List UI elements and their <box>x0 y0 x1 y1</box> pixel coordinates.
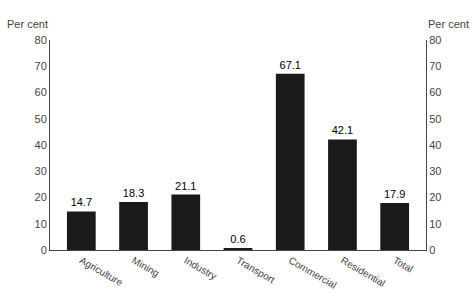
svg-text:Per cent: Per cent <box>7 18 48 30</box>
svg-text:Residential: Residential <box>339 255 387 289</box>
svg-text:20: 20 <box>429 191 441 203</box>
svg-text:Mining: Mining <box>130 255 161 279</box>
svg-text:18.3: 18.3 <box>123 187 144 199</box>
svg-text:42.1: 42.1 <box>332 124 353 136</box>
svg-text:50: 50 <box>35 113 47 125</box>
svg-text:20: 20 <box>35 191 47 203</box>
svg-text:14.7: 14.7 <box>71 196 92 208</box>
svg-text:17.9: 17.9 <box>384 188 405 200</box>
svg-text:60: 60 <box>35 86 47 98</box>
svg-text:40: 40 <box>35 139 47 151</box>
svg-text:Per cent: Per cent <box>428 18 469 30</box>
svg-text:Transport: Transport <box>235 255 277 286</box>
svg-text:21.1: 21.1 <box>175 180 196 192</box>
svg-text:67.1: 67.1 <box>280 59 301 71</box>
svg-text:30: 30 <box>429 165 441 177</box>
svg-text:0: 0 <box>41 244 47 256</box>
svg-text:70: 70 <box>35 60 47 72</box>
svg-text:10: 10 <box>429 218 441 230</box>
svg-text:50: 50 <box>429 113 441 125</box>
svg-text:Commercial: Commercial <box>287 255 339 291</box>
svg-text:10: 10 <box>35 218 47 230</box>
svg-text:80: 80 <box>429 34 441 46</box>
svg-text:Agriculture: Agriculture <box>78 255 125 289</box>
svg-text:80: 80 <box>35 34 47 46</box>
svg-text:Total: Total <box>391 255 415 275</box>
svg-text:30: 30 <box>35 165 47 177</box>
svg-text:60: 60 <box>429 86 441 98</box>
svg-text:Industry: Industry <box>182 255 218 282</box>
svg-text:70: 70 <box>429 60 441 72</box>
svg-text:0.6: 0.6 <box>230 233 245 245</box>
svg-text:40: 40 <box>429 139 441 151</box>
svg-text:0: 0 <box>429 244 435 256</box>
